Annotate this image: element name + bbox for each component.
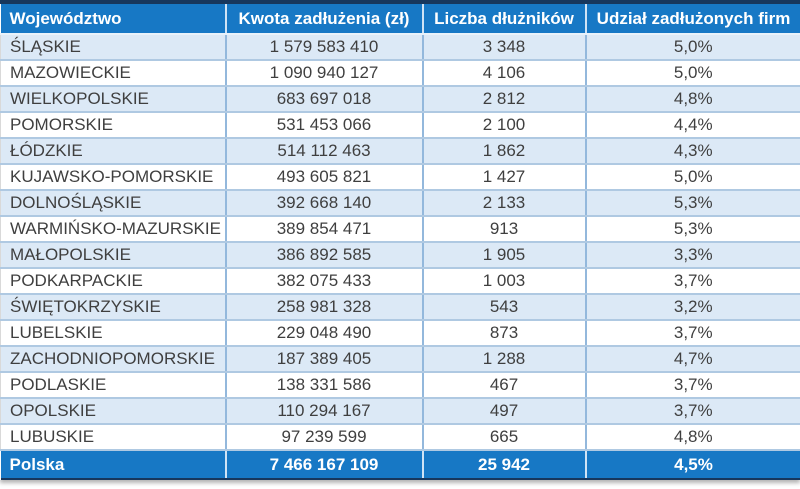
table-row: PODLASKIE 138 331 586 467 3,7%	[0, 372, 800, 399]
cell-kwota: 386 892 585	[225, 242, 424, 269]
cell-kwota: 110 294 167	[225, 398, 424, 425]
cell-udzial: 3,2%	[585, 294, 800, 321]
cell-wojewodztwo: ZACHODNIOPOMORSKIE	[0, 346, 227, 373]
cell-liczba: 2 100	[422, 112, 587, 139]
cell-udzial: 4,8%	[585, 424, 800, 451]
cell-wojewodztwo: KUJAWSKO-POMORSKIE	[0, 164, 227, 191]
table-row: WIELKOPOLSKIE 683 697 018 2 812 4,8%	[0, 86, 800, 113]
cell-kwota: 229 048 490	[225, 320, 424, 347]
cell-liczba: 467	[422, 372, 587, 399]
footer-row-polska: Polska 7 466 167 109 25 942 4,5%	[0, 449, 800, 480]
table-row: ŚWIĘTOKRZYSKIE 258 981 328 543 3,2%	[0, 294, 800, 321]
cell-wojewodztwo: POMORSKIE	[0, 112, 227, 139]
cell-kwota: 531 453 066	[225, 112, 424, 139]
cell-liczba: 543	[422, 294, 587, 321]
footer-cell-wojewodztwo: Polska	[0, 449, 226, 480]
cell-kwota: 258 981 328	[225, 294, 424, 321]
cell-udzial: 3,7%	[585, 268, 800, 295]
table-row: MAŁOPOLSKIE 386 892 585 1 905 3,3%	[0, 242, 800, 269]
cell-wojewodztwo: PODKARPACKIE	[0, 268, 227, 295]
cell-kwota: 683 697 018	[225, 86, 424, 113]
cell-udzial: 5,0%	[585, 34, 800, 61]
cell-liczba: 2 133	[422, 190, 587, 217]
cell-udzial: 4,8%	[585, 86, 800, 113]
table-row: ZACHODNIOPOMORSKIE 187 389 405 1 288 4,7%	[0, 346, 800, 373]
cell-liczba: 1 862	[422, 138, 587, 165]
cell-udzial: 3,7%	[585, 320, 800, 347]
table-row: ŚLĄSKIE 1 579 583 410 3 348 5,0%	[0, 34, 800, 61]
cell-udzial: 3,3%	[585, 242, 800, 269]
footer-cell-kwota: 7 466 167 109	[224, 449, 423, 480]
cell-udzial: 5,3%	[585, 216, 800, 243]
cell-liczba: 497	[422, 398, 587, 425]
col-header-kwota-zadluzenia: Kwota zadłużenia (zł)	[224, 4, 423, 35]
cell-kwota: 187 389 405	[225, 346, 424, 373]
table-body: ŚLĄSKIE 1 579 583 410 3 348 5,0% MAZOWIECKIE…	[0, 34, 800, 451]
table-row: WARMIŃSKO-MAZURSKIE 389 854 471 913 5,3%	[0, 216, 800, 243]
cell-wojewodztwo: OPOLSKIE	[0, 398, 227, 425]
cell-liczba: 3 348	[422, 34, 587, 61]
cell-kwota: 1 090 940 127	[225, 60, 424, 87]
cell-wojewodztwo: WIELKOPOLSKIE	[0, 86, 227, 113]
cell-liczba: 1 905	[422, 242, 587, 269]
cell-udzial: 3,7%	[585, 398, 800, 425]
cell-liczba: 2 812	[422, 86, 587, 113]
cell-kwota: 389 854 471	[225, 216, 424, 243]
cell-wojewodztwo: DOLNOŚLĄSKIE	[0, 190, 227, 217]
debt-by-voivodeship-table: Województwo Kwota zadłużenia (zł) Liczba…	[0, 4, 800, 480]
cell-wojewodztwo: ŁÓDZKIE	[0, 138, 227, 165]
cell-udzial: 4,4%	[585, 112, 800, 139]
header-row: Województwo Kwota zadłużenia (zł) Liczba…	[0, 4, 800, 35]
cell-udzial: 5,0%	[585, 164, 800, 191]
table-row: OPOLSKIE 110 294 167 497 3,7%	[0, 398, 800, 425]
cell-wojewodztwo: WARMIŃSKO-MAZURSKIE	[0, 216, 227, 243]
col-header-udzial-zadluzonych-firm: Udział zadłużonych firm	[584, 4, 800, 35]
table-row: KUJAWSKO-POMORSKIE 493 605 821 1 427 5,0%	[0, 164, 800, 191]
footer-cell-liczba: 25 942	[421, 449, 586, 480]
cell-kwota: 97 239 599	[225, 424, 424, 451]
footer-cell-udzial: 4,5%	[584, 449, 800, 480]
cell-kwota: 1 579 583 410	[225, 34, 424, 61]
col-header-liczba-dluznikow: Liczba dłużników	[421, 4, 586, 35]
cell-kwota: 392 668 140	[225, 190, 424, 217]
cell-kwota: 514 112 463	[225, 138, 424, 165]
table-row: MAZOWIECKIE 1 090 940 127 4 106 5,0%	[0, 60, 800, 87]
cell-wojewodztwo: ŚWIĘTOKRZYSKIE	[0, 294, 227, 321]
cell-kwota: 493 605 821	[225, 164, 424, 191]
cell-liczba: 1 427	[422, 164, 587, 191]
cell-wojewodztwo: MAZOWIECKIE	[0, 60, 227, 87]
cell-liczba: 1 288	[422, 346, 587, 373]
cell-liczba: 665	[422, 424, 587, 451]
table-row: LUBELSKIE 229 048 490 873 3,7%	[0, 320, 800, 347]
cell-wojewodztwo: LUBELSKIE	[0, 320, 227, 347]
cell-liczba: 913	[422, 216, 587, 243]
cell-wojewodztwo: MAŁOPOLSKIE	[0, 242, 227, 269]
table-footer: Polska 7 466 167 109 25 942 4,5%	[0, 449, 800, 480]
cell-liczba: 4 106	[422, 60, 587, 87]
table-row: LUBUSKIE 97 239 599 665 4,8%	[0, 424, 800, 451]
table-row: DOLNOŚLĄSKIE 392 668 140 2 133 5,3%	[0, 190, 800, 217]
cell-liczba: 1 003	[422, 268, 587, 295]
cell-wojewodztwo: ŚLĄSKIE	[0, 34, 227, 61]
cell-udzial: 5,0%	[585, 60, 800, 87]
cell-liczba: 873	[422, 320, 587, 347]
cell-kwota: 382 075 433	[225, 268, 424, 295]
table-row: ŁÓDZKIE 514 112 463 1 862 4,3%	[0, 138, 800, 165]
table-row: PODKARPACKIE 382 075 433 1 003 3,7%	[0, 268, 800, 295]
cell-wojewodztwo: LUBUSKIE	[0, 424, 227, 451]
cell-udzial: 3,7%	[585, 372, 800, 399]
table-header: Województwo Kwota zadłużenia (zł) Liczba…	[0, 4, 800, 35]
cell-kwota: 138 331 586	[225, 372, 424, 399]
col-header-wojewodztwo: Województwo	[0, 4, 226, 35]
cell-wojewodztwo: PODLASKIE	[0, 372, 227, 399]
table-row: POMORSKIE 531 453 066 2 100 4,4%	[0, 112, 800, 139]
cell-udzial: 4,3%	[585, 138, 800, 165]
cell-udzial: 5,3%	[585, 190, 800, 217]
cell-udzial: 4,7%	[585, 346, 800, 373]
